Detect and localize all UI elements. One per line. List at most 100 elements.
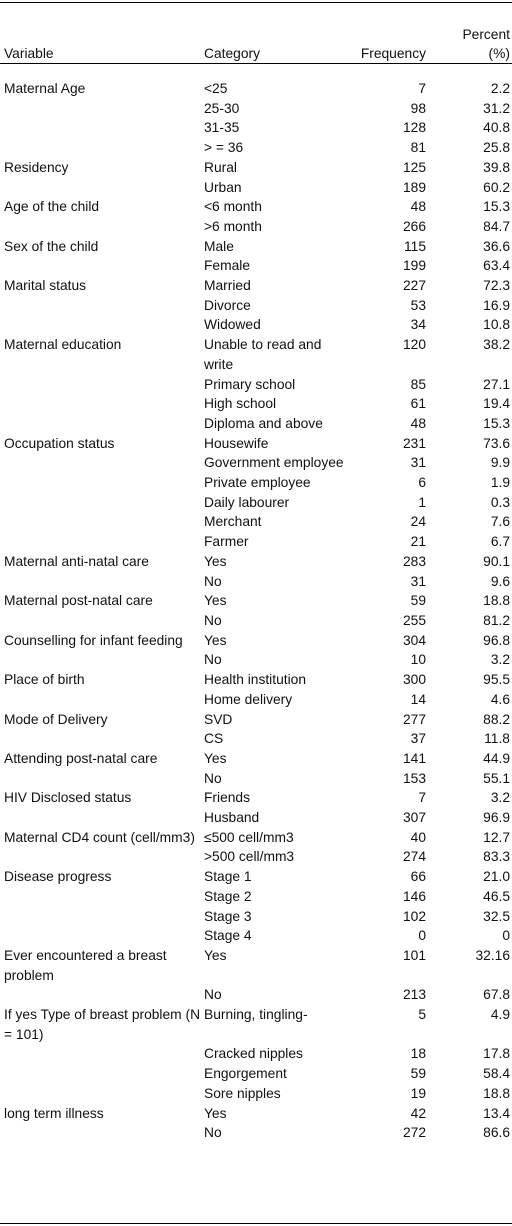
header-category: Category [204, 46, 260, 61]
cell-category: No [204, 573, 222, 589]
cell-variable [0, 847, 204, 867]
table-row: 25-30 98 31.2 [0, 99, 512, 119]
cell-category: CS [204, 731, 224, 747]
cell-frequency: 266 [402, 218, 426, 234]
cell-variable [0, 907, 204, 927]
cell-category: Divorce [204, 297, 251, 313]
cell-frequency: 37 [410, 731, 426, 747]
cell-frequency: 274 [402, 849, 426, 865]
table-row: Sex of the child Male 115 36.6 [0, 237, 512, 257]
table-row: Government employee 31 9.9 [0, 453, 512, 473]
cell-category: Husband [204, 810, 260, 826]
cell-category: Married [204, 278, 251, 294]
cell-frequency: 18 [410, 1046, 426, 1062]
cell-percent: 15.3 [483, 415, 510, 431]
cell-percent: 25.8 [483, 140, 510, 156]
cell-percent: 11.8 [484, 731, 510, 747]
cell-variable [0, 414, 204, 434]
header-percent-line2: (%) [488, 46, 510, 61]
cell-percent: 18.8 [483, 593, 510, 609]
cell-percent: 9.9 [490, 455, 510, 471]
cell-variable [0, 769, 204, 789]
table-row: Counselling for infant feeding Yes 304 96.8 [0, 631, 512, 651]
table-row: Daily labourer 1 0.3 [0, 493, 512, 513]
cell-category: SVD [204, 711, 233, 727]
cell-frequency: 24 [410, 514, 426, 530]
cell-category: Yes [204, 947, 227, 963]
table-row: Diploma and above 48 15.3 [0, 414, 512, 434]
cell-category: Home delivery [204, 691, 293, 707]
cell-variable: HIV Disclosed status [4, 790, 132, 806]
cell-frequency: 304 [402, 632, 426, 648]
cell-percent: 58.4 [483, 1066, 510, 1082]
table-top-rule [0, 2, 512, 3]
table-row: Private employee 6 1.9 [0, 473, 512, 493]
cell-category: High school [204, 396, 277, 412]
cell-percent: 44.9 [483, 750, 510, 766]
table-bottom-rule [0, 1223, 512, 1224]
cell-frequency: 48 [410, 415, 426, 431]
cell-percent: 0 [502, 928, 510, 944]
cell-variable: Maternal post-natal care [4, 593, 153, 609]
cell-percent: 10.8 [483, 317, 510, 333]
cell-category: No [204, 1125, 222, 1141]
cell-frequency: 101 [402, 947, 426, 963]
cell-variable: Disease progress [4, 869, 112, 885]
table-row: Merchant 24 7.6 [0, 512, 512, 532]
cell-frequency: 59 [410, 593, 426, 609]
cell-category: Engorgement [204, 1066, 287, 1082]
cell-frequency: 10 [410, 652, 426, 668]
cell-category: Sore nipples [204, 1085, 281, 1101]
cell-percent: 7.6 [490, 514, 510, 530]
cell-percent: 90.1 [483, 553, 510, 569]
cell-frequency: 59 [410, 1066, 426, 1082]
cell-category: Widowed [204, 317, 261, 333]
cell-category: <25 [204, 81, 228, 96]
cell-percent: 19.4 [483, 396, 510, 412]
cell-percent: 67.8 [483, 987, 510, 1003]
table-row: > = 36 81 25.8 [0, 138, 512, 158]
cell-category: Stage 2 [204, 888, 252, 904]
cell-category: <6 month [204, 199, 262, 215]
table-row: Sore nipples 19 18.8 [0, 1084, 512, 1104]
cell-variable [0, 453, 204, 473]
cell-category: Farmer [204, 534, 249, 550]
cell-category: Rural [204, 159, 237, 175]
cell-percent: 15.3 [483, 199, 510, 215]
cell-percent: 18.8 [483, 1085, 510, 1101]
cell-percent: 72.3 [483, 278, 510, 294]
cell-frequency: 102 [402, 908, 426, 924]
cell-percent: 21.0 [483, 869, 510, 885]
cell-variable: Mode of Delivery [4, 711, 108, 727]
cell-frequency: 53 [410, 297, 426, 313]
cell-frequency: 300 [402, 672, 426, 688]
cell-percent: 31.2 [483, 100, 510, 116]
cell-category: Burning, tingling- [204, 1007, 308, 1023]
cell-variable [0, 256, 204, 276]
cell-percent: 4.9 [490, 1007, 510, 1023]
cell-variable [0, 985, 204, 1005]
cell-frequency: 307 [402, 810, 426, 826]
cell-category: No [204, 652, 222, 668]
cell-variable [0, 138, 204, 158]
cell-frequency: 283 [402, 553, 426, 569]
cell-percent: 39.8 [483, 159, 510, 175]
cell-variable [0, 887, 204, 907]
cell-percent: 63.4 [483, 258, 510, 274]
cell-frequency: 125 [402, 159, 426, 175]
cell-percent: 73.6 [483, 435, 510, 451]
cell-percent: 38.2 [483, 337, 510, 353]
table-row: Primary school 85 27.1 [0, 375, 512, 395]
cell-percent: 1.9 [490, 475, 510, 491]
table-header-rule [0, 63, 512, 64]
cell-variable [0, 512, 204, 532]
cell-frequency: 272 [402, 1125, 426, 1141]
cell-frequency: 40 [410, 829, 426, 845]
cell-category: Female [204, 258, 251, 274]
cell-percent: 12.7 [483, 829, 510, 845]
cell-frequency: 213 [402, 987, 426, 1003]
cell-category: Stage 3 [204, 908, 252, 924]
cell-category: Merchant [204, 514, 262, 530]
table-row: Maternal CD4 count (cell/mm3) ≤500 cell/m… [0, 828, 512, 848]
table-row: 31-35 128 40.8 [0, 118, 512, 138]
